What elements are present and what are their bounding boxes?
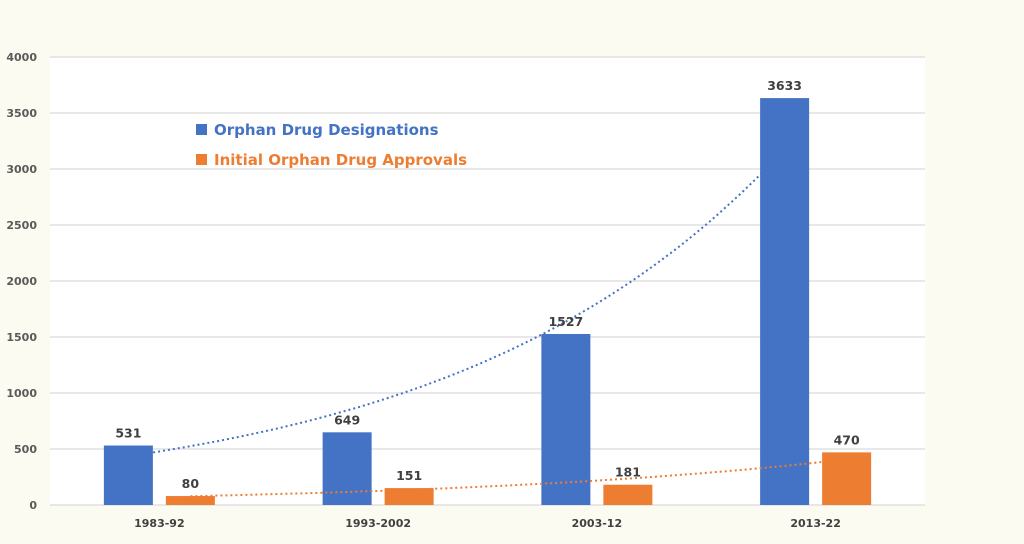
y-tick-label: 1500 [6,331,37,344]
bar-approvals [603,484,653,505]
x-tick-label: 2013-22 [790,517,841,530]
y-tick-label: 3500 [6,107,37,120]
data-label: 181 [615,465,641,480]
data-label: 80 [182,476,200,491]
x-tick-label: 1983-92 [134,517,185,530]
bar-designations [322,432,372,505]
legend-swatch-designations [196,124,207,135]
x-tick-label: 2003-12 [572,517,623,530]
data-label: 470 [834,432,860,447]
bar-approvals [165,496,215,505]
bar-designations [760,98,810,505]
legend-label-designations: Orphan Drug Designations [214,121,439,139]
data-label: 531 [115,426,141,441]
bar-designations [541,333,591,505]
data-label: 1527 [548,314,583,329]
bar-designations [103,445,153,505]
y-tick-label: 3000 [6,163,37,176]
x-tick-label: 1993-2002 [345,517,411,530]
y-tick-label: 0 [29,499,37,512]
trendline-designations [128,148,786,458]
data-label: 649 [334,412,360,427]
legend-swatch-approvals [196,154,207,165]
y-tick-label: 1000 [6,387,37,400]
y-tick-label: 2000 [6,275,37,288]
bar-approvals [384,488,434,505]
legend: Orphan Drug Designations Initial Orphan … [196,121,467,169]
legend-label-approvals: Initial Orphan Drug Approvals [214,151,467,169]
y-tick-label: 4000 [6,51,37,64]
y-tick-label: 500 [14,443,37,456]
data-label: 151 [396,468,422,483]
y-tick-label: 2500 [6,219,37,232]
data-label: 3633 [767,78,802,93]
